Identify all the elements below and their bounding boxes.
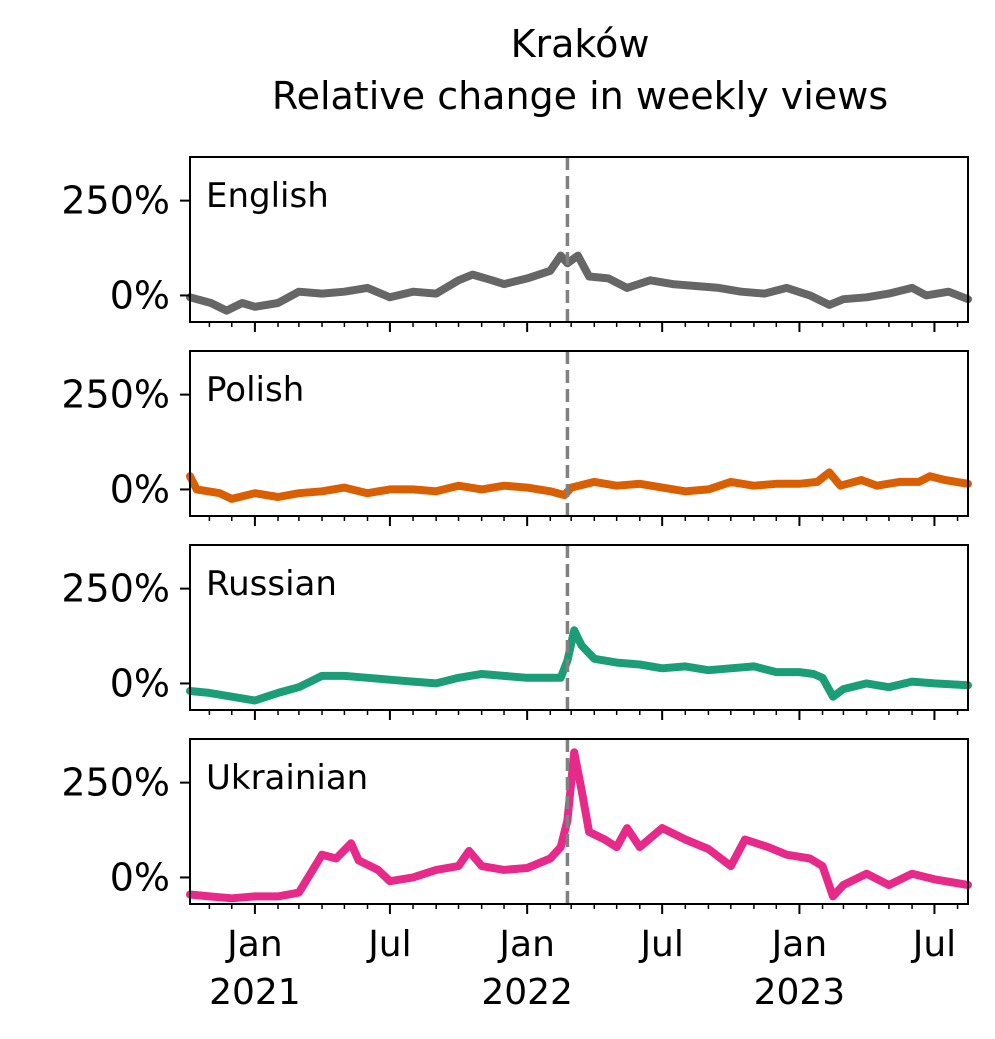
x-tick-label: Jan	[770, 924, 828, 965]
y-tick-label: 250%	[61, 761, 170, 805]
panel-frame	[189, 350, 969, 517]
y-tick-label: 250%	[61, 179, 170, 223]
x-tick-label: Jul	[638, 924, 683, 965]
panel-frame	[189, 544, 969, 711]
y-tick-label: 0%	[110, 273, 170, 317]
panel-label: Ukrainian	[206, 758, 368, 798]
x-tick-label: Jul	[366, 924, 411, 965]
y-tick-label: 0%	[110, 855, 170, 899]
series-line-russian	[186, 626, 972, 705]
series-line-ukrainian	[186, 748, 972, 903]
y-tick-label: 250%	[61, 567, 170, 611]
x-tick-year-label: 2021	[209, 972, 301, 1013]
x-tick-label: Jan	[497, 924, 555, 965]
chart-title: Kraków	[510, 22, 650, 66]
x-tick-label: Jul	[911, 924, 956, 965]
panel-label: Russian	[206, 564, 337, 604]
y-tick-label: 0%	[110, 467, 170, 511]
panel-label: Polish	[206, 370, 304, 410]
panel-frame	[189, 738, 969, 905]
series-line-polish	[186, 468, 972, 503]
panel-frame	[189, 156, 969, 323]
y-tick-label: 0%	[110, 661, 170, 705]
panel-label: English	[206, 176, 329, 216]
x-tick-year-label: 2023	[754, 972, 846, 1013]
chart-subtitle: Relative change in weekly views	[271, 74, 889, 118]
y-tick-label: 250%	[61, 373, 170, 417]
series-line-english	[186, 251, 972, 315]
x-tick-year-label: 2022	[481, 972, 573, 1013]
x-tick-label: Jan	[225, 924, 283, 965]
